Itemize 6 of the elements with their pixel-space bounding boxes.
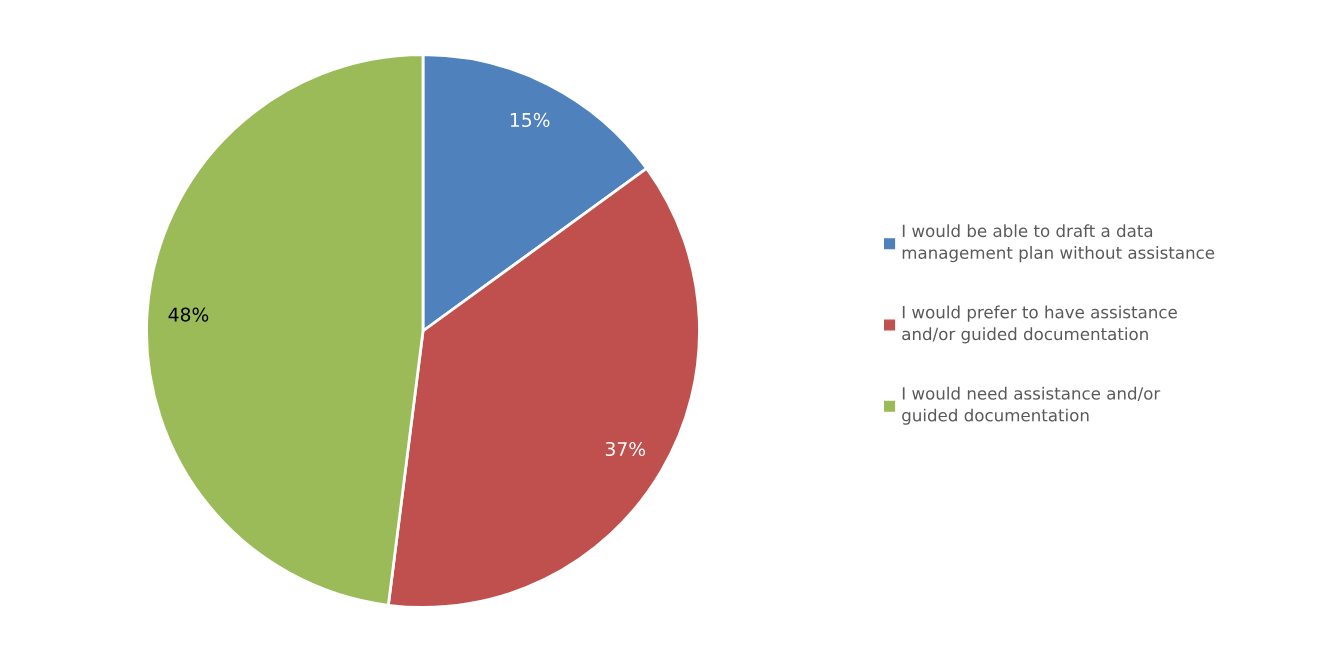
legend-label: I would prefer to have assistance and/or guided documentation [902, 305, 1177, 344]
legend-label: I would need assistance and/or guided documentation [902, 386, 1161, 425]
legend-label: I would be able to draft a data management plan without assistance [902, 224, 1215, 263]
data-label: 48% [168, 307, 209, 322]
data-label: 37% [605, 441, 646, 457]
data-label: 15% [510, 112, 550, 128]
